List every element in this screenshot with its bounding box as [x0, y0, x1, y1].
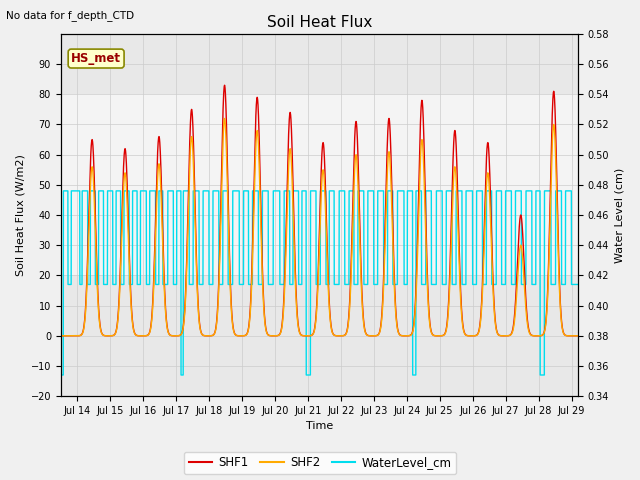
SHF2 — [488, 267, 496, 273]
SHF1 — [84, 254, 92, 260]
WaterLevel_cm — [84, 282, 92, 288]
X-axis label: Time: Time — [306, 421, 333, 432]
SHF1 — [541, 327, 548, 333]
SHF2 — [541, 328, 548, 334]
WaterLevel_cm — [57, 372, 65, 378]
SHF1 — [57, 333, 65, 338]
Text: HS_met: HS_met — [71, 52, 121, 65]
WaterLevel_cm — [113, 188, 121, 194]
WaterLevel_cm — [574, 282, 582, 288]
SHF1 — [113, 324, 120, 330]
Bar — [61, 94, 578, 276]
SHF1 — [488, 255, 496, 261]
WaterLevel_cm — [60, 188, 67, 194]
SHF2 — [113, 326, 120, 332]
Y-axis label: Water Level (cm): Water Level (cm) — [615, 168, 625, 263]
SHF1 — [574, 333, 582, 338]
WaterLevel_cm — [99, 188, 106, 194]
Line: SHF1: SHF1 — [61, 85, 578, 336]
Text: No data for f_depth_CTD: No data for f_depth_CTD — [6, 10, 134, 21]
SHF2 — [221, 116, 228, 121]
WaterLevel_cm — [488, 282, 496, 288]
SHF1 — [98, 331, 106, 336]
Title: Soil Heat Flux: Soil Heat Flux — [267, 15, 372, 30]
SHF2 — [84, 265, 92, 271]
SHF2 — [98, 331, 106, 337]
WaterLevel_cm — [541, 188, 548, 194]
SHF1 — [451, 129, 458, 134]
SHF1 — [221, 83, 228, 88]
Y-axis label: Soil Heat Flux (W/m2): Soil Heat Flux (W/m2) — [15, 154, 25, 276]
SHF2 — [57, 333, 65, 338]
WaterLevel_cm — [451, 282, 458, 288]
Line: WaterLevel_cm: WaterLevel_cm — [61, 191, 578, 375]
Legend: SHF1, SHF2, WaterLevel_cm: SHF1, SHF2, WaterLevel_cm — [184, 452, 456, 474]
SHF2 — [451, 165, 458, 170]
SHF2 — [574, 333, 582, 338]
Line: SHF2: SHF2 — [61, 119, 578, 336]
